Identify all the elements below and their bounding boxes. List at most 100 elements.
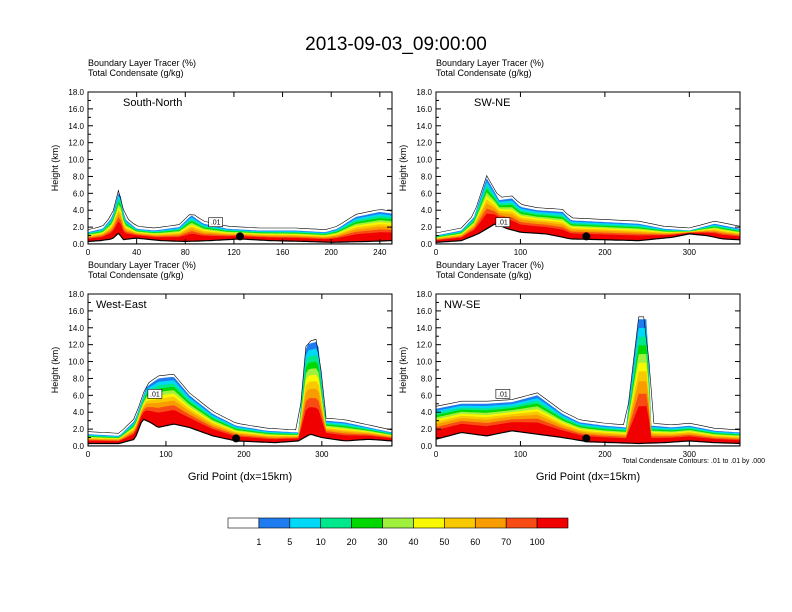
y-tick-label: 0.0	[421, 442, 433, 451]
tracer-band	[88, 213, 392, 243]
terrain	[436, 430, 740, 446]
condensate-contour	[436, 316, 740, 431]
y-tick-label: 8.0	[73, 172, 85, 181]
plot-frame	[87, 91, 393, 245]
field-label: Boundary Layer Tracer (%)	[88, 58, 196, 68]
tracer-band	[88, 407, 392, 444]
colorbar-label: 70	[501, 537, 511, 547]
tracer-band	[88, 201, 392, 243]
contour-label-box	[147, 389, 163, 399]
y-tick-label: 2.0	[73, 425, 85, 434]
y-tick-label: 6.0	[421, 391, 433, 400]
panel-label: NW-SE	[444, 299, 480, 311]
x-tick-label: 40	[132, 248, 141, 257]
y-tick-label: 8.0	[421, 374, 433, 383]
location-marker	[236, 232, 244, 241]
field-label: Total Condensate (g/kg)	[88, 68, 184, 78]
tracer-band	[88, 198, 392, 243]
y-tick-label: 0.0	[73, 442, 85, 451]
contour-label: .01	[150, 391, 160, 398]
panels: Boundary Layer Tracer (%)Total Condensat…	[50, 58, 741, 483]
x-tick-label: 100	[514, 248, 528, 257]
y-tick-label: 16.0	[416, 105, 432, 114]
y-axis-label: Height (km)	[50, 145, 60, 192]
location-marker	[582, 434, 591, 443]
y-tick-label: 2.0	[421, 223, 433, 232]
y-tick-label: 6.0	[421, 189, 433, 198]
colorbar-swatch	[382, 517, 414, 529]
tracer-field	[436, 316, 740, 446]
y-tick-label: 6.0	[73, 391, 85, 400]
colorbar-swatch	[258, 517, 291, 529]
y-tick-label: 12.0	[416, 139, 432, 148]
field-label: Boundary Layer Tracer (%)	[88, 260, 196, 270]
y-tick-label: 14.0	[68, 324, 84, 333]
colorbar-label: 40	[408, 537, 418, 547]
x-tick-label: 0	[434, 248, 439, 257]
contour-label-box	[495, 389, 511, 399]
contour-label: .01	[211, 220, 221, 227]
x-tick-label: 200	[325, 248, 339, 257]
field-label: Total Condensate (g/kg)	[436, 68, 532, 78]
x-tick-label: 100	[514, 450, 528, 459]
field-label: Total Condensate (g/kg)	[88, 270, 184, 280]
y-tick-label: 14.0	[68, 122, 84, 131]
colorbar-label: 20	[347, 537, 357, 547]
y-tick-label: 8.0	[421, 172, 433, 181]
colorbar-swatch	[444, 517, 476, 529]
y-tick-label: 4.0	[73, 206, 85, 215]
y-tick-label: 10.0	[68, 358, 84, 367]
x-tick-label: 0	[434, 450, 439, 459]
panel-west-east: Boundary Layer Tracer (%)Total Condensat…	[50, 260, 393, 483]
y-tick-label: 14.0	[416, 122, 432, 131]
condensate-contour	[88, 189, 392, 230]
colorbar-label: 30	[378, 537, 388, 547]
y-tick-label: 16.0	[68, 105, 84, 114]
y-tick-label: 0.0	[73, 240, 85, 249]
condensate-contour	[88, 338, 392, 434]
x-tick-label: 240	[373, 248, 387, 257]
y-tick-label: 6.0	[73, 189, 85, 198]
x-tick-label: 200	[237, 450, 251, 459]
colorbar-swatch	[536, 517, 569, 529]
colorbar-swatch	[289, 517, 322, 529]
y-axis-label: Height (km)	[398, 145, 408, 192]
x-tick-label: 100	[159, 450, 173, 459]
y-tick-label: 2.0	[421, 425, 433, 434]
location-marker	[582, 232, 591, 241]
tracer-band	[88, 207, 392, 243]
x-tick-label: 0	[86, 248, 91, 257]
tracer-field	[88, 189, 392, 244]
colorbar: 1 5 10 20 30 40 50 60 70 100	[227, 517, 569, 547]
colorbar-label: 10	[316, 537, 326, 547]
y-tick-label: 8.0	[73, 374, 85, 383]
colorbar-swatch	[320, 517, 352, 529]
contour-label-box	[495, 217, 511, 228]
x-tick-label: 0	[86, 450, 91, 459]
contour-label-box	[208, 217, 223, 228]
colorbar-label: 50	[439, 537, 449, 547]
y-tick-label: 4.0	[73, 408, 85, 417]
colorbar-label: 1	[256, 537, 261, 547]
x-tick-label: 160	[276, 248, 290, 257]
location-marker	[232, 434, 241, 443]
x-axis-label: Grid Point (dx=15km)	[536, 471, 640, 483]
panel-label: West-East	[96, 299, 147, 311]
panel-label: South-North	[123, 97, 182, 109]
panel-label: SW-NE	[474, 97, 510, 109]
terrain	[88, 418, 392, 446]
y-tick-label: 12.0	[68, 139, 84, 148]
contour-label: .01	[498, 391, 508, 398]
x-tick-label: 300	[315, 450, 329, 459]
y-tick-label: 18.0	[416, 88, 432, 97]
y-tick-label: 10.0	[416, 358, 432, 367]
terrain	[436, 223, 740, 244]
y-tick-label: 16.0	[68, 307, 84, 316]
x-tick-label: 120	[227, 248, 241, 257]
panel-nw-se: Boundary Layer Tracer (%)Total Condensat…	[398, 260, 741, 483]
y-axis-label: Height (km)	[398, 347, 408, 394]
field-label: Boundary Layer Tracer (%)	[436, 260, 544, 270]
tracer-band	[88, 210, 392, 243]
y-tick-label: 12.0	[68, 341, 84, 350]
